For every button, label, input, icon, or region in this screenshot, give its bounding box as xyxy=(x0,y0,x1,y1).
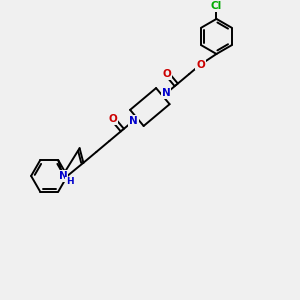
Text: O: O xyxy=(196,60,205,70)
Text: Cl: Cl xyxy=(211,2,222,11)
Text: H: H xyxy=(66,177,74,186)
Text: O: O xyxy=(163,69,171,79)
Text: O: O xyxy=(109,114,117,124)
Text: N: N xyxy=(59,171,68,181)
Text: N: N xyxy=(162,88,171,98)
Text: N: N xyxy=(129,116,138,126)
